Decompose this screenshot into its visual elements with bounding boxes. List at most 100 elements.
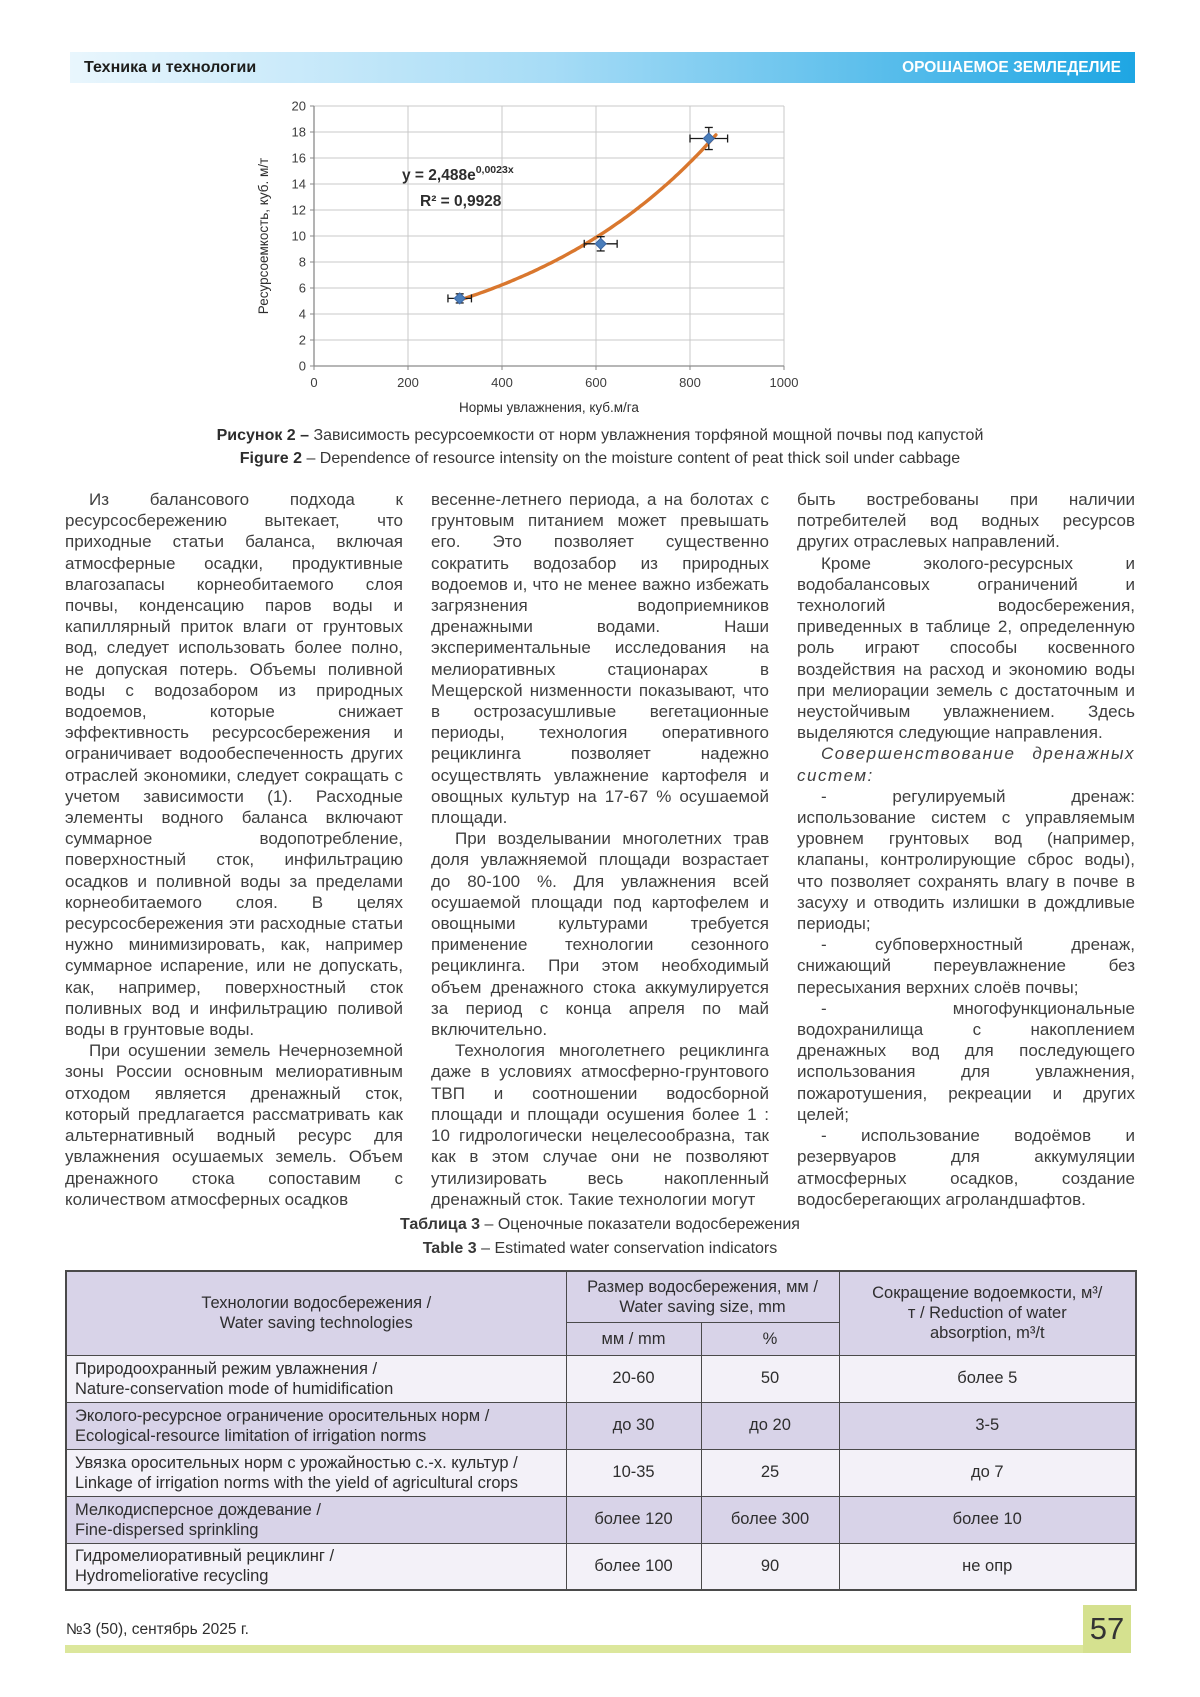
svg-text:10: 10 [292,229,306,244]
table3-caption-ru-text: – Оценочные показатели водосбережения [480,1216,800,1233]
row-technology-en: Fine-dispersed sprinkling [75,1520,259,1539]
svg-text:0: 0 [299,359,306,374]
issue-info: №3 (50), сентябрь 2025 г. [66,1621,249,1638]
table-header-row: Технологии водосбережения / Water saving… [65,1270,1137,1356]
figure2-caption-en: Figure 2 – Dependence of resource intens… [0,447,1200,470]
row-technology: Мелкодисперсное дождевание / Fine-dispers… [65,1495,567,1544]
text-column-3: быть востребованы при наличии потребител… [797,489,1135,1210]
svg-text:4: 4 [299,307,306,322]
header-technologies-en: Water saving technologies [219,1314,413,1333]
figure2-caption-ru-text: Зависимость ресурсоемкости от норм увлаж… [309,427,984,444]
table3-caption-en-label: Table 3 [422,1240,477,1257]
page-header-band: Техника и технологии ОРОШАЕМОЕ ЗЕМЛЕДЕЛИ… [70,52,1135,83]
row-technology-en: Linkage of irrigation norms with the yie… [75,1473,518,1492]
paragraph: Кроме эколого-ресурсных и водобалансовых… [797,553,1135,743]
table3-caption-en: Table 3 – Estimated water conservation i… [0,1237,1200,1261]
subheader-mm: мм / mm [565,1321,702,1356]
table3-caption-en-text: – Estimated water conservation indicator… [476,1240,778,1257]
svg-text:16: 16 [292,151,306,166]
footer-rule [65,1645,1131,1653]
paragraph: - многофункциональные водохранилища с на… [797,998,1135,1124]
row-technology-ru: Эколого-ресурсное ограничение оросительн… [75,1406,490,1425]
header-reduction: Сокращение водоемкости, м³/т / Reduction… [838,1270,1137,1356]
svg-text:6: 6 [299,281,306,296]
paragraph-italic-heading: Совершенствование дренажных систем: [797,744,1135,785]
svg-text:Ресурсоемкость, куб. м/т: Ресурсоемкость, куб. м/т [256,158,271,314]
table-row: Мелкодисперсное дождевание / Fine-dispers… [65,1495,1137,1544]
svg-text:400: 400 [491,375,513,390]
cell-reduction: 3-5 [838,1401,1137,1450]
subheader-percent: % [700,1321,840,1356]
table3-caption-ru: Таблица 3 – Оценочные показатели водосбе… [0,1213,1200,1237]
header-saving-size-ru: Размер водосбережения, мм / [587,1277,818,1296]
header-technologies-ru: Технологии водосбережения / [201,1294,432,1313]
svg-text:y = 2,488e0,0023x: y = 2,488e0,0023x [402,164,514,184]
text-column-2: весенне-летнего периода, а на болотах с … [431,489,769,1210]
row-technology: Гидромелиоративный рециклинг / Hydromelio… [65,1542,567,1591]
header-reduction-ru: Сокращение водоемкости, м³/т / [872,1284,1103,1323]
cell-percent: до 20 [700,1401,840,1450]
cell-mm: 20-60 [565,1354,702,1403]
cell-reduction: более 5 [838,1354,1137,1403]
figure2-caption-en-text: – Dependence of resource intensity on th… [302,450,961,467]
svg-text:Нормы увлажнения, куб.м/га: Нормы увлажнения, куб.м/га [459,400,639,415]
cell-reduction: до 7 [838,1448,1137,1497]
svg-text:200: 200 [397,375,419,390]
row-technology-en: Nature-conservation mode of humidificati… [75,1379,394,1398]
figure2-caption-ru: Рисунок 2 – Зависимость ресурсоемкости о… [0,424,1200,447]
cell-percent: 90 [700,1542,840,1591]
table-row: Увязка оросительных норм с урожайностью … [65,1448,1137,1497]
cell-reduction: не опр [838,1542,1137,1591]
row-technology: Эколого-ресурсное ограничение оросительн… [65,1401,567,1450]
row-technology-ru: Увязка оросительных норм с урожайностью … [75,1453,518,1472]
section-title: Техника и технологии [84,58,257,76]
row-technology-ru: Гидромелиоративный рециклинг / [75,1547,335,1566]
svg-text:2: 2 [299,333,306,348]
cell-reduction: более 10 [838,1495,1137,1544]
svg-text:R² = 0,9928: R² = 0,9928 [420,193,502,210]
cell-percent: более 300 [700,1495,840,1544]
figure2-caption: Рисунок 2 – Зависимость ресурсоемкости о… [0,424,1200,470]
paragraph: Из балансового подхода к ресурсосбережен… [65,490,403,1040]
row-technology-ru: Мелкодисперсное дождевание / [75,1500,321,1519]
cell-percent: 25 [700,1448,840,1497]
paragraph: - субповерхностный дренаж, снижающий пер… [797,935,1135,997]
header-technologies: Технологии водосбережения / Water saving… [65,1270,567,1356]
svg-text:800: 800 [679,375,701,390]
paragraph: весенне-летнего периода, а на болотах с … [431,490,769,828]
cell-mm: до 30 [565,1401,702,1450]
row-technology-en: Hydromeliorative recycling [75,1567,269,1586]
paragraph: Технология многолетнего рециклинга даже … [431,1041,769,1209]
row-technology: Природоохранный режим увлажнения / Nature… [65,1354,567,1403]
row-technology-en: Ecological-resource limitation of irriga… [75,1426,427,1445]
article-body: Из балансового подхода к ресурсосбережен… [65,489,1135,1210]
water-conservation-table: Технологии водосбережения / Water saving… [65,1270,1138,1591]
figure2-caption-ru-label: Рисунок 2 – [216,427,310,444]
figure2-caption-en-label: Figure 2 [239,450,303,467]
row-technology-ru: Природоохранный режим увлажнения / [75,1359,378,1378]
svg-text:14: 14 [292,177,306,192]
svg-text:20: 20 [292,99,306,114]
svg-text:12: 12 [292,203,306,218]
svg-text:0: 0 [310,375,317,390]
header-reduction-en: Reduction of water absorption, m³/t [929,1304,1067,1343]
cell-mm: более 100 [565,1542,702,1591]
svg-text:1000: 1000 [770,375,799,390]
text-column-1: Из балансового подхода к ресурсосбережен… [65,489,403,1210]
paragraph: - использование водоёмов и резервуаров д… [797,1126,1135,1209]
table-row: Гидромелиоративный рециклинг / Hydromelio… [65,1542,1137,1591]
table3-caption: Таблица 3 – Оценочные показатели водосбе… [0,1213,1200,1261]
figure2-chart: 0 2 4 6 8 10 12 14 16 18 20 0 200 400 600 800 1000 y = 2,… [252,96,812,426]
row-technology: Увязка оросительных норм с урожайностью … [65,1448,567,1497]
cell-mm: 10-35 [565,1448,702,1497]
svg-text:600: 600 [585,375,607,390]
page-number: 57 [1083,1605,1131,1653]
table-row: Эколого-ресурсное ограничение оросительн… [65,1401,1137,1450]
paragraph: При осушении земель Нечерноземной зоны Р… [65,1041,403,1209]
table3-caption-ru-label: Таблица 3 [400,1216,481,1233]
cell-percent: 50 [700,1354,840,1403]
cell-mm: более 120 [565,1495,702,1544]
paragraph: При возделывании многолетних трав доля у… [431,829,769,1040]
